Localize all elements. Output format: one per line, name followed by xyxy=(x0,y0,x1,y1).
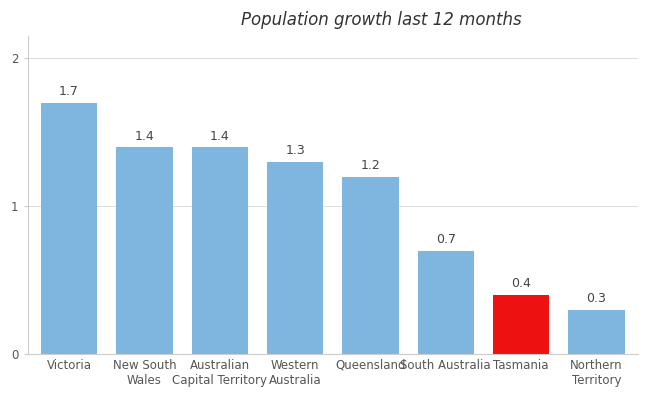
Text: 1.7: 1.7 xyxy=(59,85,79,98)
Text: 0.3: 0.3 xyxy=(587,292,606,305)
Bar xyxy=(342,177,398,354)
Text: 0.4: 0.4 xyxy=(511,277,531,291)
Bar xyxy=(417,251,474,354)
Text: 1.4: 1.4 xyxy=(210,130,230,142)
Bar xyxy=(267,162,323,354)
Text: 0.7: 0.7 xyxy=(435,233,456,246)
Bar xyxy=(191,147,248,354)
Bar xyxy=(116,147,173,354)
Text: 1.2: 1.2 xyxy=(361,159,380,172)
Bar xyxy=(41,103,97,354)
Bar xyxy=(569,310,625,354)
Bar xyxy=(493,295,549,354)
Title: Population growth last 12 months: Population growth last 12 months xyxy=(241,11,522,29)
Text: 1.3: 1.3 xyxy=(285,144,305,158)
Text: 1.4: 1.4 xyxy=(134,130,154,142)
